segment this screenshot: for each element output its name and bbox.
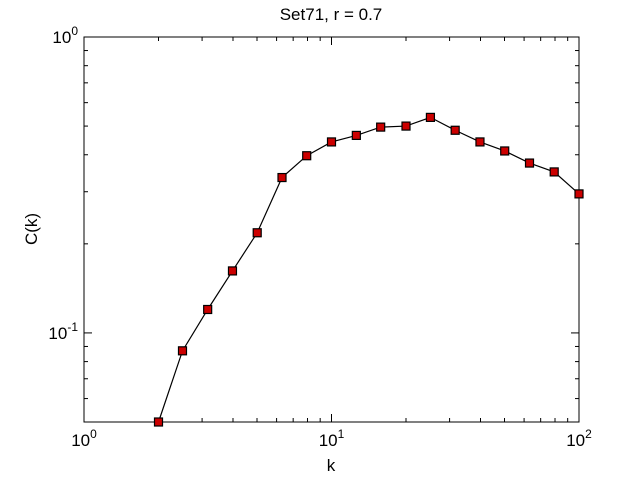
data-point [549, 167, 559, 177]
data-point [227, 266, 238, 276]
data-point [376, 122, 386, 132]
y-tick-exponent: 0 [71, 24, 78, 38]
y-tick-exponent: -1 [67, 320, 78, 334]
data-point [277, 172, 287, 183]
x-axis-label: k [327, 456, 336, 475]
data-point [203, 304, 213, 315]
data-point [425, 112, 436, 122]
x-tick-label: 100 [71, 427, 97, 450]
data-point [302, 151, 312, 161]
y-axis-label: C(k) [22, 213, 41, 245]
data-point [401, 121, 411, 131]
data-point [326, 137, 337, 147]
data-point [153, 417, 164, 427]
data-point [524, 158, 535, 168]
y-tick-label: 10-1 [48, 320, 78, 343]
axis-ticks [83, 36, 580, 423]
plot-frame [83, 36, 580, 423]
x-tick-exponent: 0 [90, 427, 97, 441]
data-point [500, 146, 510, 156]
data-series [153, 112, 584, 427]
x-tick-exponent: 2 [585, 427, 592, 441]
data-point [475, 137, 485, 147]
data-point [177, 346, 188, 356]
chart-title: Set71, r = 0.7 [280, 5, 383, 24]
x-tick-label: 101 [319, 427, 345, 450]
x-tick-exponent: 1 [338, 427, 345, 441]
data-point [351, 130, 361, 141]
data-point [450, 125, 460, 135]
y-tick-label: 100 [52, 24, 78, 47]
x-tick-label: 102 [566, 427, 592, 450]
data-point [252, 228, 262, 238]
data-point [574, 189, 584, 199]
